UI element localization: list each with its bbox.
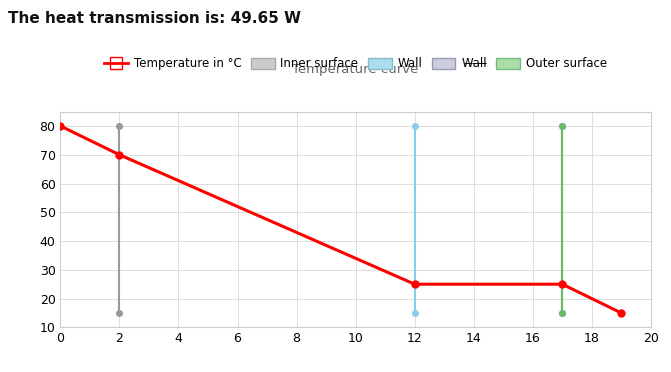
Text: The heat transmission is: 49.65 W: The heat transmission is: 49.65 W — [8, 11, 301, 26]
Legend: Temperature in °C, Inner surface, Wall, W̶a̶l̶l̶, Outer surface: Temperature in °C, Inner surface, Wall, … — [99, 53, 612, 75]
Title: Temperature curve: Temperature curve — [293, 63, 419, 76]
